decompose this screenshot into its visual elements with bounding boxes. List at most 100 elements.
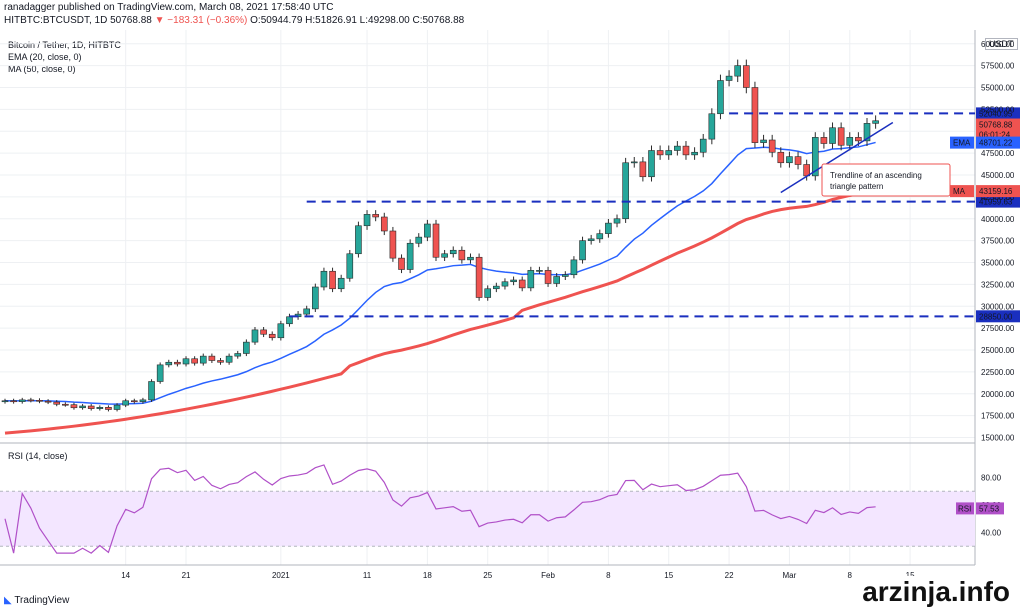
candle [260, 329, 267, 335]
price-tag: 50768.88 [979, 121, 1013, 130]
watermark: arzinja.info [858, 576, 1014, 608]
time-tick: 25 [483, 571, 492, 580]
price-tag: 43159.16 [979, 187, 1013, 196]
tag-badge: MA [953, 187, 966, 196]
candle [846, 137, 854, 146]
candle [286, 316, 293, 325]
rsi-tick: 40.00 [981, 529, 1002, 538]
price-tick: 32500.00 [981, 280, 1015, 289]
time-axis: 14 21 2021 11 18 25 Feb 8 15 22 Mar 8 15 [121, 571, 915, 580]
rsi-badge: RSI [958, 504, 971, 513]
candle [337, 277, 345, 290]
candle [303, 308, 311, 315]
candle [665, 150, 673, 156]
candle [518, 279, 526, 289]
candle [62, 403, 69, 406]
price-tick: 42500.00 [981, 193, 1015, 202]
time-tick: 18 [423, 571, 432, 580]
price-tag-bg [976, 185, 1020, 198]
candle [449, 249, 457, 255]
annotation-text-2: triangle pattern [830, 182, 883, 191]
price-tick: 27500.00 [981, 324, 1015, 333]
candle [312, 286, 319, 310]
time-tick: 22 [725, 571, 734, 580]
time-tick: 2021 [272, 571, 290, 580]
candle [10, 400, 17, 403]
candle [725, 75, 733, 81]
candle [165, 361, 173, 366]
candle [406, 242, 414, 270]
candle [174, 361, 181, 365]
candle [36, 400, 43, 402]
candle [510, 279, 517, 283]
price-tick: 45000.00 [981, 171, 1015, 180]
candle [596, 233, 604, 240]
chart-title: Bitcoin / Tether, 1D, HITBTC [8, 40, 121, 50]
price-tick: 15000.00 [981, 434, 1015, 443]
candle [493, 285, 500, 290]
time-tick: Feb [541, 571, 555, 580]
candle [415, 236, 423, 244]
time-tick: 14 [121, 571, 130, 580]
rsi-value: 57.53 [979, 504, 1000, 513]
symbol: HITBTC:BTCUSDT, 1D [4, 15, 108, 26]
candle [743, 65, 750, 88]
rsi-zone [0, 491, 975, 547]
candle [458, 249, 466, 261]
candle [837, 127, 845, 146]
candle [699, 138, 707, 153]
candle [389, 230, 397, 259]
candle [329, 270, 336, 290]
price-tick: 40000.00 [981, 215, 1015, 224]
support-resistance-levels: 52040.95 41959.63 28850.00 [289, 107, 1020, 323]
candle [199, 355, 207, 364]
candle [139, 399, 147, 402]
currency-label[interactable]: USDT [985, 38, 1018, 50]
candle [820, 137, 828, 144]
time-tick: Mar [783, 571, 797, 580]
candle [251, 329, 259, 343]
candle [156, 364, 164, 382]
price-tick: 30000.00 [981, 302, 1015, 311]
candle [768, 139, 776, 153]
rsi-line: RSI 57.53 [4, 464, 1004, 554]
candle [277, 323, 285, 339]
publish-info: ranadagger published on TradingView.com,… [4, 2, 334, 13]
candle [811, 137, 819, 177]
rsi-badge-bg [956, 502, 974, 515]
candle [105, 407, 112, 410]
rsi-legend: RSI (14, close) [8, 451, 68, 461]
candle [639, 161, 647, 178]
price-tag-bg [976, 118, 1020, 141]
candle [872, 120, 879, 124]
price-axis: 15000.00 17500.00 20000.00 22500.00 25000.00… [981, 40, 1015, 443]
candle [475, 256, 483, 298]
candle [536, 270, 543, 272]
annotation-text-1: Trendline of an ascending [830, 171, 922, 180]
candle [398, 257, 405, 270]
price-tick: 55000.00 [981, 84, 1015, 93]
candle [501, 281, 509, 287]
level-tag-bg [976, 195, 1020, 208]
time-tick: 8 [848, 571, 853, 580]
ema-legend: EMA (20, close, 0) [8, 52, 82, 62]
price-tag-bg [976, 136, 1020, 149]
candle [131, 400, 138, 403]
candle [208, 355, 216, 361]
candle [1, 400, 9, 403]
candle [760, 139, 767, 143]
candle [527, 270, 535, 289]
candle [424, 223, 431, 238]
ohlc-values: O:50944.79 H:51826.91 L:49298.00 C:50768… [250, 15, 465, 26]
time-tick: 21 [182, 571, 191, 580]
candle [243, 341, 250, 354]
candle [622, 162, 629, 220]
grid [0, 30, 975, 565]
candle [53, 401, 61, 405]
ma-line [4, 187, 877, 435]
tradingview-logo[interactable]: ◣ TradingView [4, 595, 69, 606]
candle [27, 399, 35, 402]
logo-icon: ◣ [4, 595, 12, 606]
candle [70, 404, 78, 409]
